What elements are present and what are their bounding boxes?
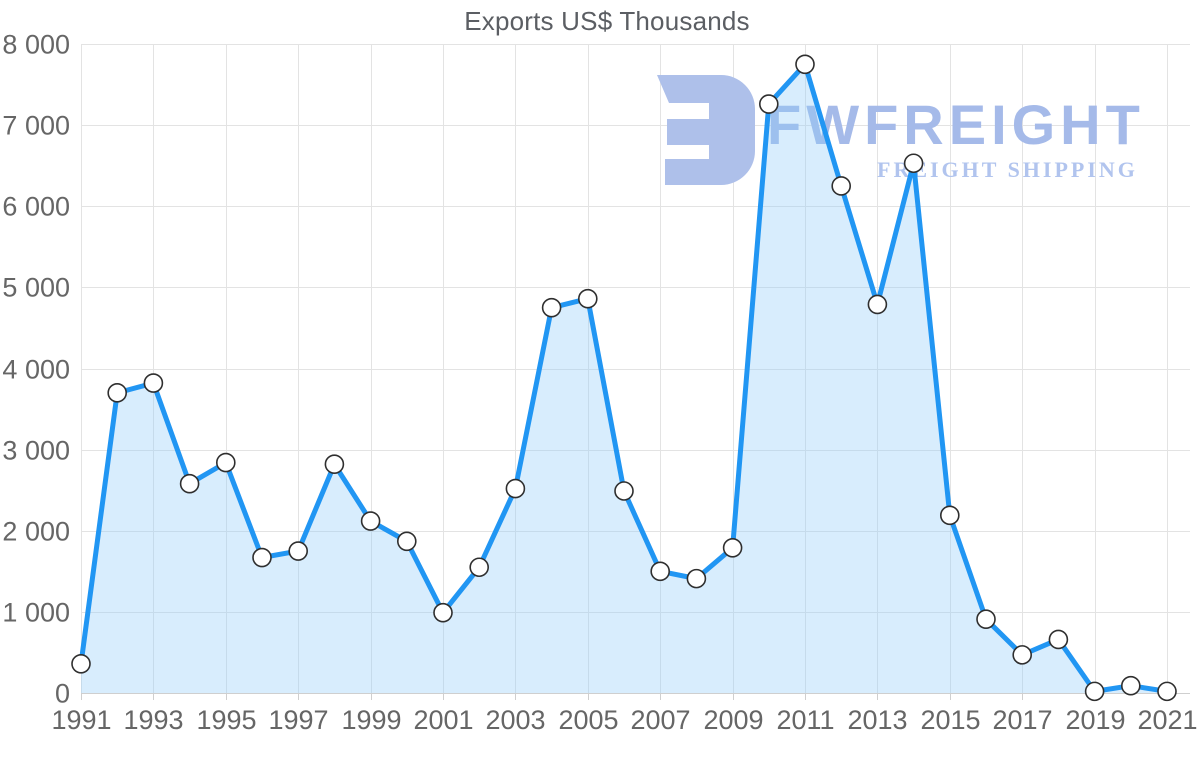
y-axis-tick-label: 6 000 <box>2 192 70 222</box>
data-point-marker[interactable] <box>1157 681 1177 702</box>
x-axis-tick-label: 2011 <box>776 705 834 735</box>
data-point-marker[interactable] <box>686 568 707 589</box>
data-point-marker[interactable] <box>288 541 309 561</box>
data-point-marker[interactable] <box>722 537 743 558</box>
data-point-marker[interactable] <box>324 454 345 475</box>
data-point-marker[interactable] <box>179 473 200 494</box>
x-axis-tick-label: 1997 <box>268 705 328 735</box>
data-point-marker[interactable] <box>795 54 815 75</box>
y-axis-tick-label: 8 000 <box>2 30 70 60</box>
x-axis-tick-label: 1991 <box>51 705 111 735</box>
data-point-marker[interactable] <box>1048 629 1069 650</box>
x-axis-tick-label: 1993 <box>123 705 183 735</box>
data-point-marker[interactable] <box>614 481 634 501</box>
data-point-marker[interactable] <box>1012 645 1033 665</box>
y-axis-tick-label: 7 000 <box>2 111 70 141</box>
x-axis-tick-label: 1995 <box>196 705 256 735</box>
x-axis-tick-label: 2017 <box>992 705 1052 735</box>
y-axis-tick-label: 4 000 <box>2 355 70 385</box>
x-axis-tick-label: 2009 <box>703 705 763 735</box>
y-axis-tick-label: 2 000 <box>2 517 70 547</box>
data-point-marker[interactable] <box>650 561 671 582</box>
chart-title: Exports US$ Thousands <box>464 6 750 36</box>
data-point-marker[interactable] <box>903 153 924 174</box>
data-point-marker[interactable] <box>867 294 888 315</box>
data-point-marker[interactable] <box>758 94 779 114</box>
data-point-marker[interactable] <box>216 452 236 473</box>
data-point-marker[interactable] <box>71 653 91 674</box>
data-point-marker[interactable] <box>396 531 417 552</box>
data-point-marker[interactable] <box>143 373 164 393</box>
data-point-marker[interactable] <box>1084 681 1105 702</box>
x-axis-tick-label: 2007 <box>630 705 690 735</box>
x-axis-tick-label: 2015 <box>920 705 980 735</box>
y-axis-tick-label: 0 <box>55 679 70 709</box>
data-point-marker[interactable] <box>939 505 960 526</box>
x-axis-tick-label: 2021 <box>1137 705 1197 735</box>
data-point-marker[interactable] <box>1121 675 1141 696</box>
x-axis-tick-label: 2001 <box>413 705 473 735</box>
data-point-marker[interactable] <box>433 602 453 623</box>
data-point-marker[interactable] <box>107 383 127 403</box>
x-axis-tick-label: 2005 <box>558 705 618 735</box>
data-point-marker[interactable] <box>541 297 562 318</box>
series-area-fill <box>81 64 1167 693</box>
x-axis-tick-label: 1999 <box>341 705 401 735</box>
data-point-marker[interactable] <box>831 176 852 196</box>
data-point-marker[interactable] <box>976 609 996 629</box>
y-axis-tick-label: 5 000 <box>2 273 70 303</box>
data-point-marker[interactable] <box>360 511 381 531</box>
data-point-marker[interactable] <box>577 288 598 309</box>
data-point-marker[interactable] <box>469 557 490 578</box>
x-axis-tick-label: 2003 <box>485 705 545 735</box>
x-axis-tick-label: 2013 <box>847 705 907 735</box>
data-point-marker[interactable] <box>505 478 526 499</box>
y-axis-tick-label: 1 000 <box>2 598 70 628</box>
data-point-marker[interactable] <box>252 547 272 568</box>
x-axis-tick-label: 2019 <box>1065 705 1125 735</box>
y-axis-tick-label: 3 000 <box>2 436 70 466</box>
